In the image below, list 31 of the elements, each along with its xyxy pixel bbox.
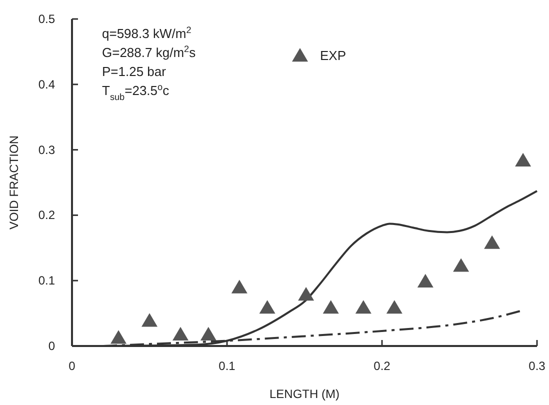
point xyxy=(298,286,314,301)
point xyxy=(142,313,158,327)
y-tick-label: 0.3 xyxy=(38,142,56,157)
y-tick-label: 0.5 xyxy=(38,12,56,26)
point xyxy=(515,152,532,167)
point xyxy=(231,280,248,294)
y-tick-label: 0.4 xyxy=(38,77,56,92)
point xyxy=(484,235,500,249)
point xyxy=(259,300,276,314)
annotation: q=598.3 kW/m$^{2}$ xyxy=(102,25,192,41)
legend-label: EXP xyxy=(320,48,346,63)
y-tick-label: 0.2 xyxy=(38,208,56,222)
point xyxy=(172,326,188,340)
x-axis-title: LENGTH (M) xyxy=(270,387,340,401)
y-tick-label: 0 xyxy=(48,339,56,353)
y-tick-label: 0.1 xyxy=(38,274,56,288)
point xyxy=(355,300,372,314)
point xyxy=(322,300,339,314)
annotation: T$_{sub}$=23.5$^{o}$c xyxy=(102,82,170,102)
x-tick-label: 0.1 xyxy=(218,359,236,373)
point xyxy=(453,258,470,272)
annotation: P=1.25 bar xyxy=(102,64,167,79)
x-tick-label: 0.3 xyxy=(528,359,546,373)
x-tick-label: 0.2 xyxy=(374,359,391,373)
point xyxy=(386,300,402,314)
point xyxy=(110,330,126,344)
point xyxy=(200,326,216,340)
point xyxy=(417,274,434,288)
y-axis-title: VOID FRACTION xyxy=(7,135,21,230)
annotation: G=288.7 kg/m$^{2}$s xyxy=(102,44,196,60)
x-tick-label: 0 xyxy=(68,359,76,373)
